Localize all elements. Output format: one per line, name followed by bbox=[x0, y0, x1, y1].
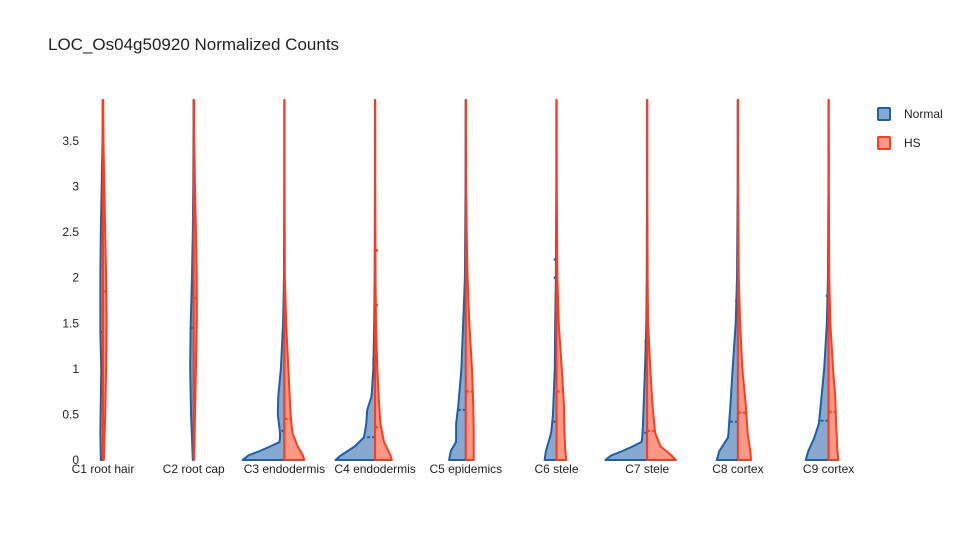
x-tick-label: C4 endodermis bbox=[334, 462, 415, 476]
violin-half-hs bbox=[374, 99, 393, 461]
x-tick-label: C7 stele bbox=[625, 462, 669, 476]
legend-label-normal[interactable]: Normal bbox=[904, 107, 943, 121]
quantile-dot bbox=[375, 248, 378, 252]
x-tick-label: C1 root hair bbox=[72, 462, 135, 476]
x-tick-label: C9 cortex bbox=[803, 462, 854, 476]
violin-half-hs bbox=[555, 99, 568, 461]
y-tick-label: 2.5 bbox=[62, 225, 79, 239]
x-tick-label: C6 stele bbox=[534, 462, 578, 476]
y-tick-label: 1 bbox=[72, 362, 79, 376]
x-tick-label: C3 endodermis bbox=[244, 462, 325, 476]
violin-half-normal bbox=[334, 99, 377, 461]
violin-half-normal bbox=[543, 99, 558, 461]
violin-half-hs bbox=[827, 99, 840, 461]
violin-half-hs bbox=[464, 99, 475, 461]
x-tick-label: C5 epidemics bbox=[429, 462, 502, 476]
violin-half-hs bbox=[646, 99, 677, 461]
chart-title: LOC_Os04g50920 Normalized Counts bbox=[48, 35, 339, 54]
y-tick-label: 0 bbox=[72, 453, 79, 467]
violin-half-normal bbox=[448, 99, 467, 461]
violin-half-hs bbox=[283, 99, 306, 461]
y-tick-label: 3.5 bbox=[62, 134, 79, 148]
violin-half-hs bbox=[736, 99, 753, 461]
violin-plot-area bbox=[99, 99, 840, 461]
violin-half-hs bbox=[102, 99, 108, 461]
quantile-dot bbox=[375, 303, 378, 307]
y-tick-label: 3 bbox=[72, 180, 79, 194]
legend-swatch-hs[interactable] bbox=[877, 136, 891, 150]
violin-half-normal bbox=[804, 99, 830, 461]
y-tick-label: 2 bbox=[72, 271, 79, 285]
legend-label-hs[interactable]: HS bbox=[904, 136, 921, 150]
y-axis: 0 0.5 1 1.5 2 2.5 3 3.5 bbox=[62, 134, 79, 467]
violin-half-normal bbox=[715, 99, 739, 461]
x-tick-label: C2 root cap bbox=[163, 462, 225, 476]
y-tick-label: 0.5 bbox=[62, 407, 79, 421]
quantile-dot bbox=[647, 349, 651, 353]
violin-half-hs bbox=[192, 99, 198, 461]
violin-half-normal bbox=[604, 99, 649, 461]
x-axis: C1 root hair C2 root cap C3 endodermis C4 e… bbox=[72, 462, 855, 476]
legend: Normal HS bbox=[877, 107, 943, 150]
violin-half-normal bbox=[241, 99, 286, 461]
x-tick-label: C8 cortex bbox=[712, 462, 763, 476]
y-tick-label: 1.5 bbox=[62, 316, 79, 330]
legend-swatch-normal[interactable] bbox=[877, 107, 891, 121]
